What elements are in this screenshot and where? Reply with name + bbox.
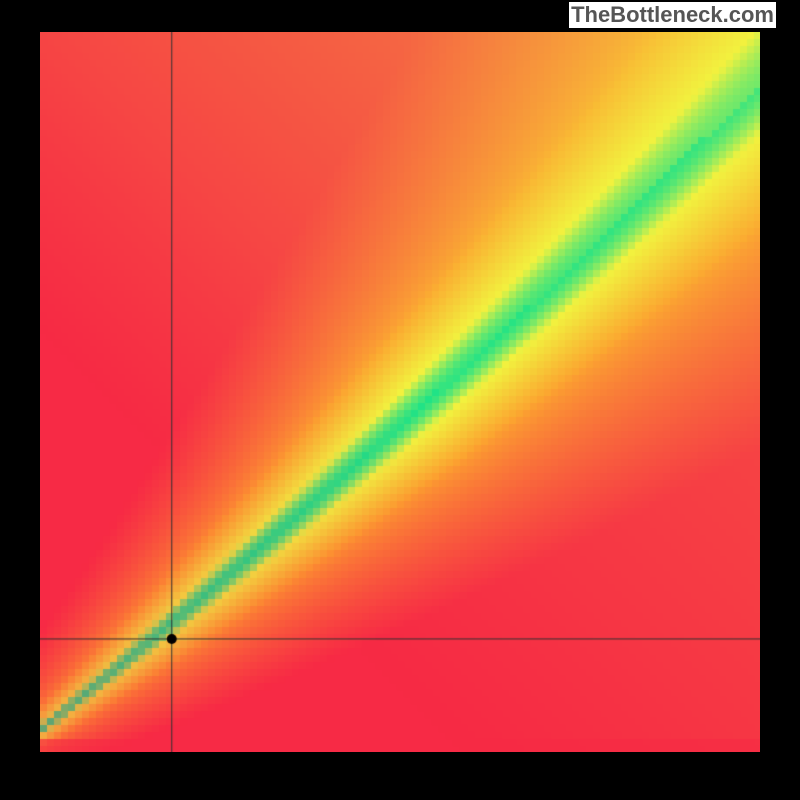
figure-frame: TheBottleneck.com bbox=[0, 0, 800, 800]
attribution-text: TheBottleneck.com bbox=[569, 2, 776, 28]
heatmap-canvas bbox=[40, 32, 760, 752]
